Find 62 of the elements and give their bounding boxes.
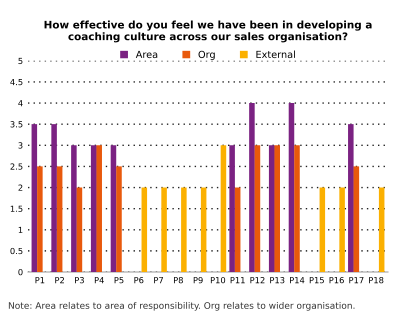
x-tick-label: P6: [134, 277, 144, 284]
x-tick-label: P2: [55, 277, 64, 284]
y-tick-label: 0: [18, 268, 23, 276]
x-tick-label: P9: [194, 277, 203, 284]
x-tick-label: P4: [94, 277, 104, 284]
bar: [348, 124, 354, 272]
y-tick-label: 5: [18, 58, 22, 64]
bar: [288, 103, 294, 272]
bar: [200, 188, 206, 272]
bar: [254, 145, 260, 272]
bar: [71, 145, 77, 272]
legend-label: Area: [136, 50, 158, 58]
bar: [142, 188, 148, 272]
x-tick-label: P3: [75, 277, 84, 284]
y-tick-label: 0.5: [10, 248, 22, 254]
bar: [220, 145, 226, 272]
x-tick-label: P16: [330, 277, 344, 284]
y-tick-label: 3.5: [10, 121, 22, 128]
y-tick-label: 2: [18, 184, 22, 191]
bar: [274, 145, 280, 272]
bar: [161, 188, 167, 272]
text: Note: Area relates to area of responsibility. Org relates to wider organisation.: [8, 302, 354, 311]
x-tick-label: P8: [174, 277, 183, 284]
bar: [229, 145, 235, 272]
legend-label: External: [256, 50, 295, 58]
bar: [378, 188, 384, 272]
y-tick-label: 4: [18, 100, 23, 106]
legend-label: Org: [198, 50, 215, 60]
bar: [294, 145, 300, 272]
y-tick-label: 3: [18, 142, 22, 149]
chart-title: How effective do you feel we have been in developing a coaching culture across our sales organisation?: [44, 20, 372, 42]
x-tick-label: P1: [36, 277, 44, 284]
bar: [96, 145, 102, 272]
bar: [320, 188, 326, 272]
bar: [32, 124, 38, 272]
bar: [268, 145, 274, 272]
y-tick-label: 1: [18, 226, 22, 233]
bar: [56, 166, 62, 272]
x-tick-label: P11: [230, 277, 245, 284]
bar: [339, 188, 345, 272]
bar: [51, 124, 57, 272]
bar: [249, 103, 255, 272]
y-tick-label: 1.5: [10, 206, 22, 212]
x-tick-label: P7: [154, 277, 163, 284]
bar: [116, 166, 122, 272]
bar: [76, 188, 82, 272]
x-tick-label: P14: [290, 277, 304, 284]
bar: [90, 145, 96, 272]
x-tick-label: P15: [310, 277, 324, 284]
y-tick-label: 4.5: [10, 79, 22, 86]
bar: [354, 166, 360, 272]
x-tick-label: P5: [114, 277, 124, 284]
x-tick-label: P10: [210, 277, 226, 284]
x-tick-label: P18: [369, 277, 384, 284]
bar: [37, 166, 43, 272]
bar: [234, 188, 240, 272]
x-tick-label: P17: [349, 277, 364, 284]
y-tick-label: 2.5: [10, 163, 22, 170]
bar: [110, 145, 116, 272]
x-tick-label: P13: [270, 277, 284, 284]
bar: [181, 188, 187, 272]
x-tick-label: P12: [250, 277, 264, 284]
